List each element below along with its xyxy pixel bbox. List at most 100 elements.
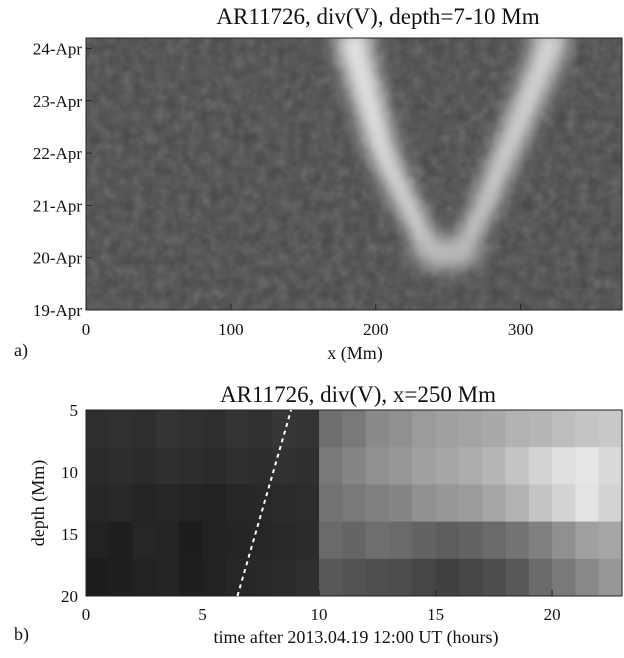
- heatmap-cell: [342, 447, 367, 485]
- heatmap-cell: [319, 521, 343, 560]
- heatmap-cell: [202, 410, 227, 448]
- heatmap-cell: [412, 447, 437, 485]
- panel-b-frame: [85, 409, 623, 597]
- panel-a-frame: [85, 37, 623, 311]
- heatmap-cell: [86, 447, 110, 485]
- panel-b-x-tick-label: 0: [82, 605, 91, 624]
- heatmap-cell: [179, 410, 204, 448]
- heatmap-cell: [365, 558, 390, 597]
- heatmap-cell: [225, 558, 250, 597]
- panel-b: AR11726, div(V), x=250 Mm 0 5 10 15 20 5 10 15 2…: [14, 382, 623, 648]
- heatmap-cell: [202, 447, 227, 485]
- heatmap-cell: [132, 484, 157, 523]
- heatmap-cell: [179, 484, 204, 523]
- heatmap-cell: [482, 558, 506, 597]
- heatmap-cell: [552, 410, 576, 448]
- panel-a-y-tick-label: 21-Apr: [33, 196, 82, 215]
- heatmap-cell: [86, 410, 110, 448]
- panel-a-y-tick-label: 19-Apr: [33, 301, 82, 320]
- heatmap-cell: [179, 447, 204, 485]
- heatmap-cell: [109, 410, 134, 448]
- heatmap-cell: [272, 558, 297, 597]
- heatmap-cell: [575, 521, 600, 560]
- heatmap-cell: [109, 558, 134, 597]
- heatmap-cell: [388, 447, 413, 485]
- heatmap-cell: [482, 484, 506, 523]
- panel-b-xlabel: time after 2013.04.19 12:00 UT (hours): [213, 627, 498, 648]
- heatmap-cell: [225, 410, 250, 448]
- v-band-right-arm: [449, 38, 567, 258]
- heatmap-cell: [458, 558, 483, 597]
- heatmap-cell: [458, 447, 483, 485]
- heatmap-cell: [86, 558, 110, 597]
- heatmap-cell: [202, 521, 227, 560]
- heatmap-cell: [575, 558, 600, 597]
- heatmap-cell: [505, 521, 530, 560]
- heatmap-cell: [179, 558, 204, 597]
- heatmap-cell: [598, 558, 623, 597]
- heatmap-cell: [225, 521, 250, 560]
- heatmap-cell: [249, 521, 273, 560]
- heatmap-cell: [388, 484, 413, 523]
- heatmap-cell: [598, 484, 623, 523]
- heatmap-cell: [295, 484, 320, 523]
- heatmap-cell: [109, 484, 134, 523]
- heatmap-cell: [482, 521, 506, 560]
- heatmap-cell: [598, 521, 623, 560]
- heatmap-cell: [109, 447, 134, 485]
- heatmap-cell: [412, 484, 437, 523]
- heatmap-cell: [202, 558, 227, 597]
- heatmap-cell: [365, 410, 390, 448]
- panel-a-x-tick-label: 300: [508, 320, 534, 339]
- v-band-left-arm: [337, 38, 444, 258]
- heatmap-cell: [319, 410, 343, 448]
- heatmap-cell: [528, 558, 553, 597]
- heatmap-cell: [295, 447, 320, 485]
- panel-b-y-tick-label: 10: [61, 463, 78, 482]
- heatmap-cell: [365, 447, 390, 485]
- heatmap-cell: [505, 410, 530, 448]
- heatmap-cell: [109, 521, 134, 560]
- heatmap-cell: [319, 484, 343, 523]
- heatmap-cell: [86, 484, 110, 523]
- panel-b-x-tick-label: 15: [427, 605, 444, 624]
- heatmap-cell: [272, 521, 297, 560]
- heatmap-cell: [458, 410, 483, 448]
- heatmap-cell: [272, 447, 297, 485]
- heatmap-cell: [249, 447, 273, 485]
- panel-a-y-tick-label: 20-Apr: [33, 249, 82, 268]
- heatmap-cell: [598, 410, 623, 448]
- heatmap-cell: [505, 484, 530, 523]
- heatmap-cell: [388, 558, 413, 597]
- heatmap-cell: [575, 484, 600, 523]
- heatmap-cell: [528, 484, 553, 523]
- heatmap-cell: [505, 558, 530, 597]
- heatmap-cell: [225, 447, 250, 485]
- heatmap-cell: [552, 447, 576, 485]
- heatmap-cell: [155, 410, 180, 448]
- heatmap-cell: [482, 447, 506, 485]
- panel-a-xlabel: x (Mm): [327, 343, 383, 364]
- heatmap-cell: [319, 558, 343, 597]
- panel-b-y-tick-label: 20: [61, 587, 78, 606]
- heatmap-cell: [342, 558, 367, 597]
- heatmap-cell: [598, 447, 623, 485]
- shock-front-dashed-line: [236, 409, 293, 597]
- heatmap-cell: [435, 521, 460, 560]
- heatmap-cell: [435, 558, 460, 597]
- heatmap-cell: [575, 447, 600, 485]
- heatmap-cell: [272, 484, 297, 523]
- heatmap-cell: [155, 484, 180, 523]
- heatmap-cell: [528, 521, 553, 560]
- heatmap-cell: [412, 410, 437, 448]
- heatmap-cell: [388, 410, 413, 448]
- panel-b-y-tick-label: 15: [61, 525, 78, 544]
- heatmap-cell: [155, 447, 180, 485]
- heatmap-cell: [575, 410, 600, 448]
- heatmap-cell: [132, 558, 157, 597]
- heatmap-cell: [552, 521, 576, 560]
- heatmap-cell: [272, 410, 297, 448]
- heatmap-cell: [435, 484, 460, 523]
- panel-a-x-tick-label: 200: [363, 320, 389, 339]
